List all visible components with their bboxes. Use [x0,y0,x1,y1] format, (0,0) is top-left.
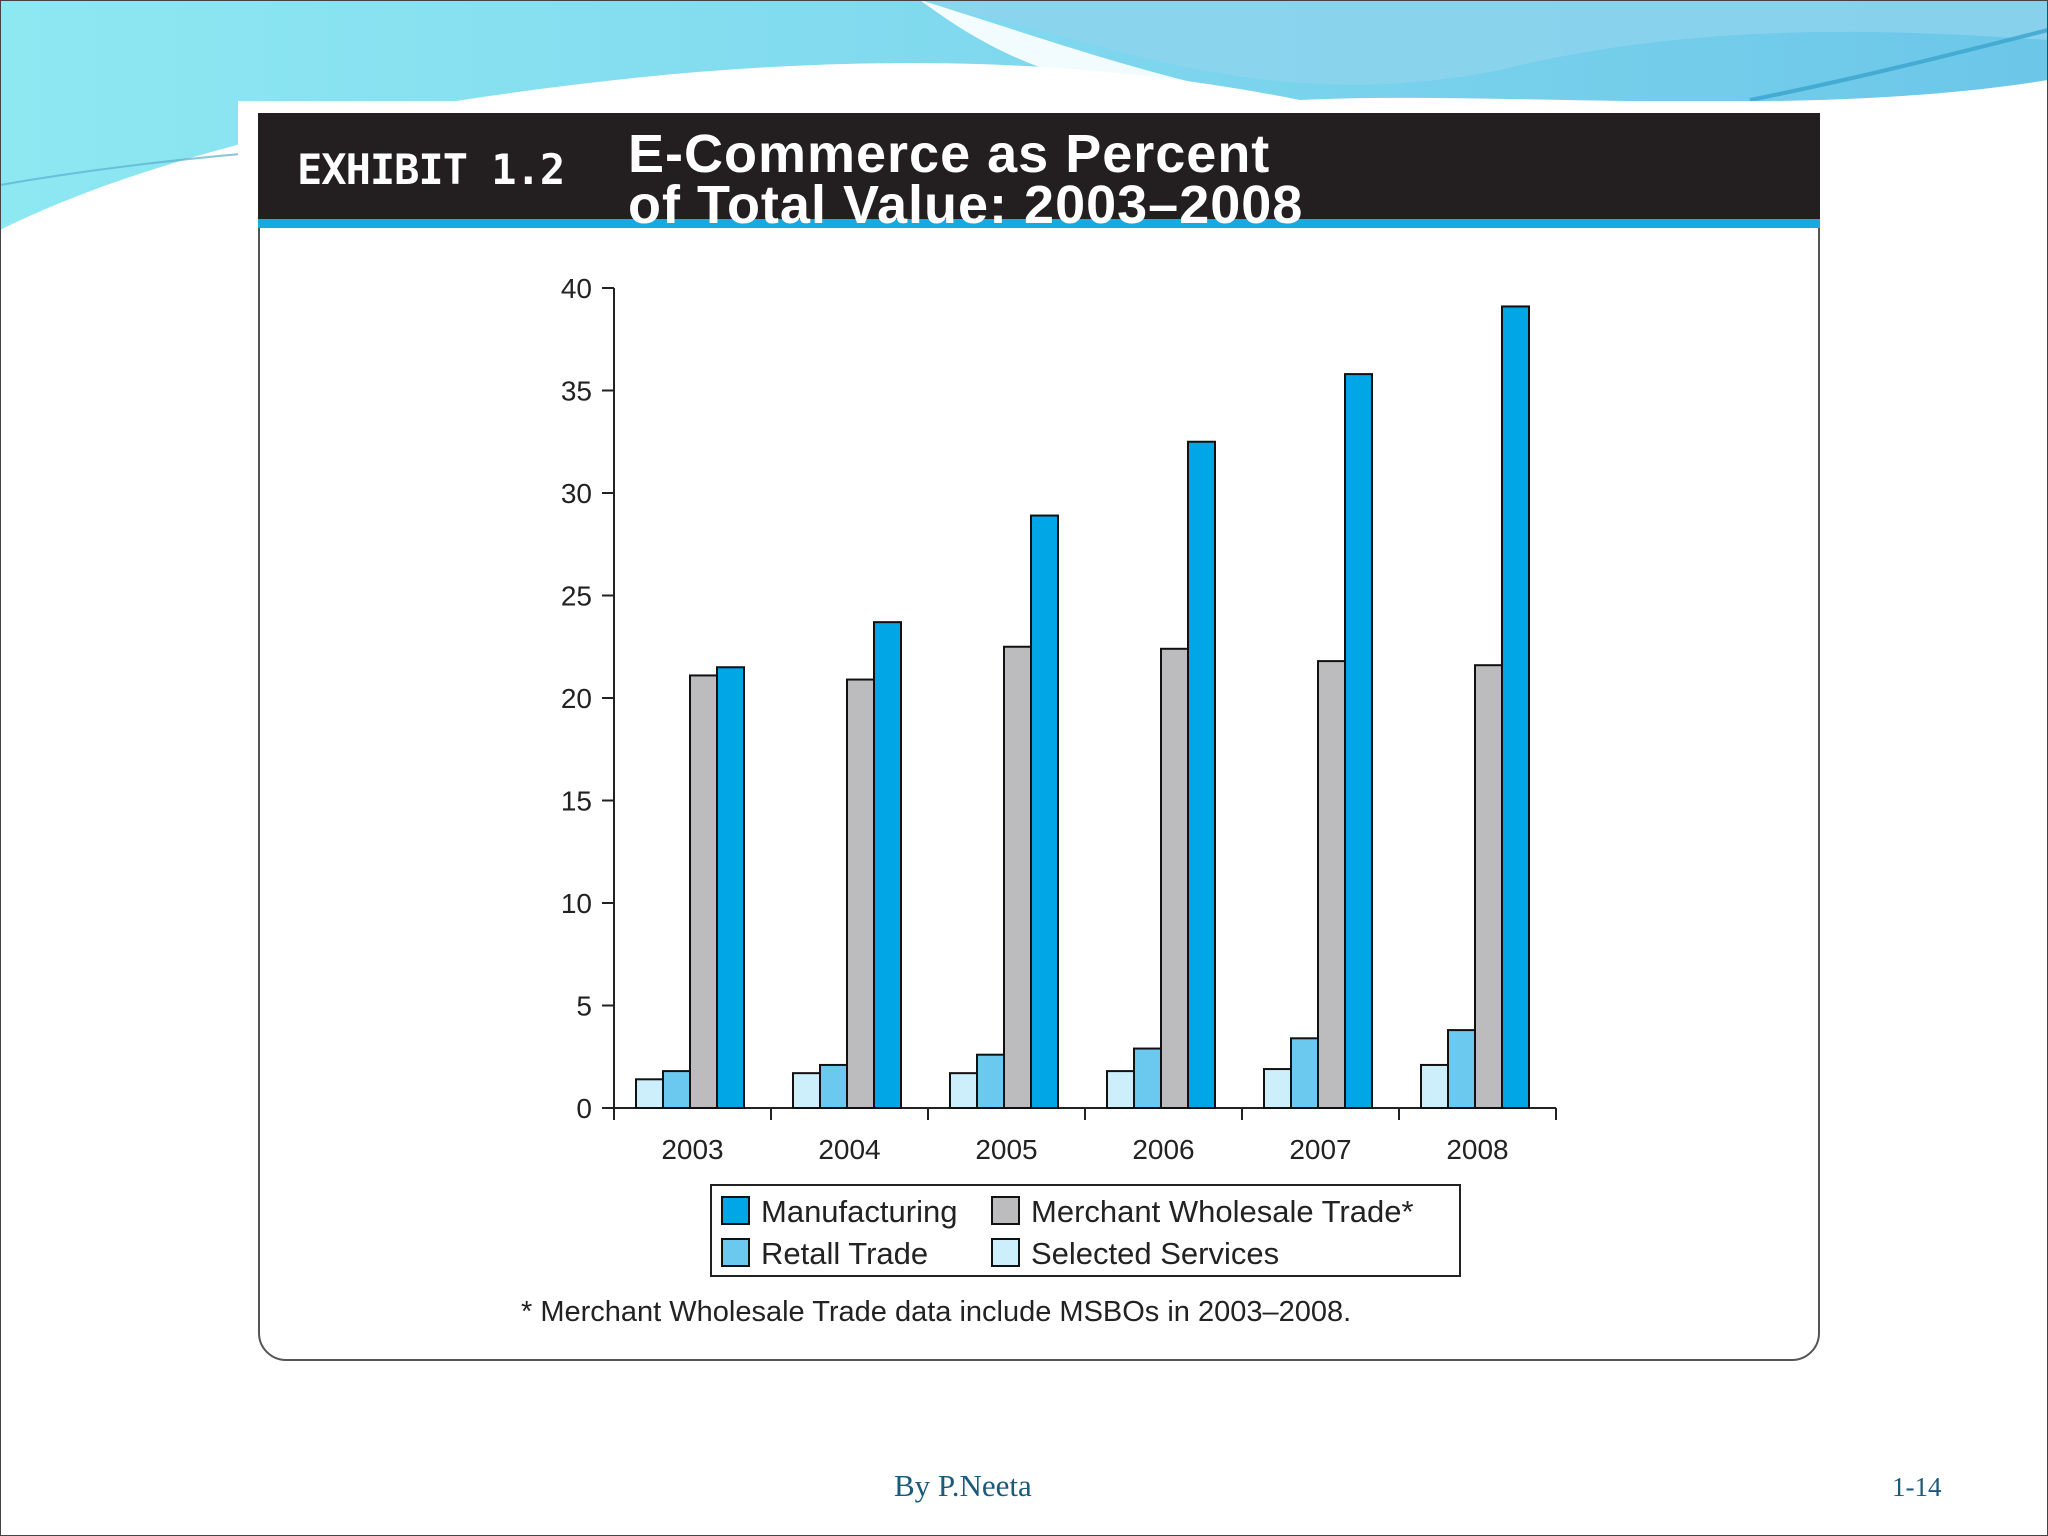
bar-retail-2005 [976,1053,1005,1109]
bar-manufacturing-2003 [716,666,745,1109]
exhibit-label: EXHIBIT 1.2 [297,145,565,194]
y-tick-label: 25 [561,581,592,612]
exhibit-title-line2: of Total Value: 2003–2008 [628,175,1304,235]
x-tick-label: 2008 [1446,1134,1508,1165]
x-axis: 2003 2004 2005 2006 2007 2008 [613,1107,1557,1165]
bar-wholesale-2005 [1003,645,1032,1109]
bar-wholesale-2006 [1160,647,1189,1109]
exhibit-header: EXHIBIT 1.2 E-Commerce as Percent of Tot… [258,113,1820,235]
y-tick-label: 20 [561,683,592,714]
header-swoosh-right [1749,28,2048,102]
bar-wholesale-2004 [846,678,875,1109]
legend-swatch-retail [721,1238,750,1267]
legend-label-wholesale: Merchant Wholesale Trade* [1031,1194,1414,1229]
legend-swatch-manufacturing [721,1196,750,1225]
x-tick-label: 2004 [818,1134,880,1165]
header-wave-white [920,0,1320,106]
header-wave-light [900,0,2048,85]
bar-services-2008 [1420,1063,1449,1109]
bar-services-2006 [1106,1070,1135,1109]
x-tick-label: 2007 [1289,1134,1351,1165]
bars [635,305,1530,1110]
x-tick-label: 2006 [1132,1134,1194,1165]
bar-wholesale-2008 [1474,664,1503,1109]
bar-manufacturing-2008 [1501,305,1530,1109]
author-credit: By P.Neeta [894,1468,1032,1503]
legend-box [710,1184,1461,1277]
y-tick-label: 10 [561,888,592,919]
bar-manufacturing-2007 [1344,373,1373,1110]
y-axis: 0 5 10 15 20 25 30 35 40 [561,273,615,1124]
exhibit-title-line1: E-Commerce as Percent [628,124,1271,184]
legend-swatch-wholesale [991,1196,1020,1225]
legend-label-services: Selected Services [1031,1236,1279,1271]
legend-label-manufacturing: Manufacturing [761,1194,957,1229]
legend-swatch-services [991,1238,1020,1267]
bar-wholesale-2003 [689,674,718,1109]
bar-retail-2007 [1290,1037,1319,1110]
bar-wholesale-2007 [1317,660,1346,1109]
bar-retail-2006 [1133,1047,1162,1110]
y-tick-label: 15 [561,786,592,817]
exhibit-title: E-Commerce as Percent of Total Value: 20… [628,124,1304,235]
legend-label-retail: Retall Trade [761,1236,928,1271]
bar-manufacturing-2006 [1187,440,1216,1109]
bar-retail-2003 [662,1070,691,1109]
y-tick-label: 35 [561,376,592,407]
y-tick-label: 0 [576,1093,592,1124]
legend: Manufacturing Merchant Wholesale Trade* Re… [710,1184,1461,1277]
bar-retail-2008 [1447,1029,1476,1109]
y-tick-label: 40 [561,273,592,304]
footnote: * Merchant Wholesale Trade data include … [521,1296,1352,1328]
bar-services-2003 [635,1078,664,1110]
y-tick-label: 5 [576,991,592,1022]
bar-services-2007 [1263,1068,1292,1110]
bar-manufacturing-2004 [873,621,902,1110]
x-tick-label: 2005 [975,1134,1037,1165]
bar-retail-2004 [819,1063,848,1109]
y-tick-label: 30 [561,478,592,509]
page-number: 1-14 [1892,1472,1942,1502]
bar-services-2005 [949,1072,978,1110]
x-tick-label: 2003 [661,1134,723,1165]
bar-services-2004 [792,1072,821,1110]
bar-manufacturing-2005 [1030,514,1059,1109]
